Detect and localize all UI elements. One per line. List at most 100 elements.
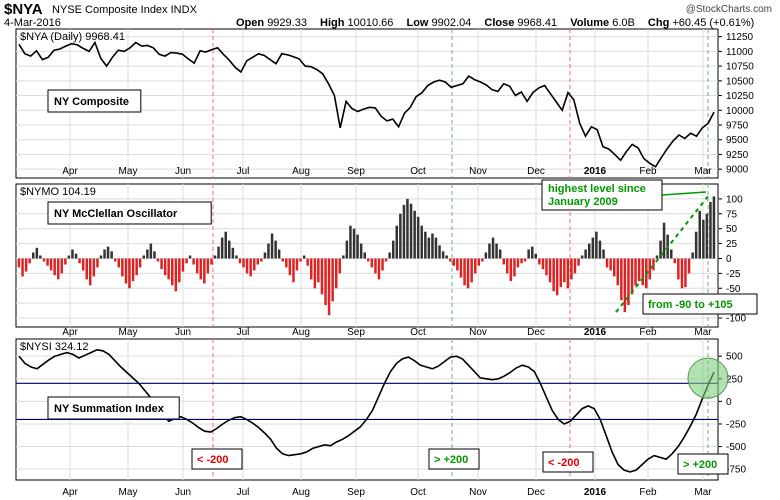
oscillator-bar <box>24 258 28 272</box>
y-tick-label: -25 <box>726 269 741 280</box>
x-tick-label: Oct <box>410 487 426 498</box>
oscillator-bar <box>456 258 459 271</box>
oscillator-bar <box>146 249 149 259</box>
oscillator-bar <box>53 258 56 276</box>
close-value: 9968.41 <box>517 17 558 29</box>
y-tick-label: 10250 <box>726 91 754 102</box>
oscillator-bar <box>28 258 31 264</box>
legend-box-label: NY Summation Index <box>54 403 165 415</box>
oscillator-bar <box>605 258 609 268</box>
oscillator-bar <box>691 252 694 259</box>
oscillator-bar <box>131 258 135 282</box>
oscillator-bar <box>356 234 359 259</box>
annotation-box <box>642 293 758 315</box>
oscillator-bar <box>235 255 238 259</box>
oscillator-bar <box>588 243 591 259</box>
x-tick-label: 2016 <box>584 327 607 338</box>
oscillator-bar <box>463 258 466 286</box>
oscillator-bar <box>267 243 270 259</box>
oscillator-bar <box>57 258 60 280</box>
oscillator-bar <box>342 255 345 259</box>
symbol-name: NYSE Composite Index INDX <box>52 4 197 16</box>
oscillator-bar <box>349 225 352 259</box>
oscillator-bar <box>374 258 377 274</box>
callout-box <box>191 448 243 470</box>
oscillator-bar <box>245 258 249 274</box>
oscillator-bar <box>67 255 71 259</box>
y-tick-label: 9250 <box>726 150 749 161</box>
x-tick-label: Apr <box>62 487 78 498</box>
oscillator-bar <box>96 258 99 268</box>
y-tick-label: 75 <box>726 209 738 220</box>
oscillator-bar <box>559 258 562 288</box>
oscillator-bar <box>32 252 35 259</box>
oscillator-bar <box>452 258 456 266</box>
oscillator-bar <box>488 243 491 259</box>
oscillator-bar <box>110 251 113 259</box>
oscillator-bar <box>106 246 110 259</box>
oscillator-bar <box>74 253 78 259</box>
oscillator-bar <box>680 258 684 289</box>
oscillator-bar <box>99 255 103 259</box>
trend-line <box>615 195 709 313</box>
x-tick-label: Jun <box>175 327 191 338</box>
x-tick-label: 2016 <box>584 487 607 498</box>
oscillator-bar <box>114 258 117 262</box>
oscillator-bar <box>702 219 705 259</box>
oscillator-bar <box>335 258 338 289</box>
oscillator-bar <box>520 258 523 264</box>
oscillator-bar <box>231 247 235 259</box>
oscillator-bar <box>310 258 313 280</box>
oscillator-bar <box>427 237 431 259</box>
exchange-code: INDX <box>170 4 197 16</box>
oscillator-bar <box>616 258 619 286</box>
series-line <box>18 40 715 168</box>
oscillator-bar <box>92 258 96 277</box>
oscillator-bar <box>89 258 92 286</box>
callout-text: > +200 <box>434 454 468 466</box>
oscillator-bar <box>203 258 206 284</box>
close-item: Close 9968.41 <box>484 17 557 29</box>
y-tick-label: -250 <box>726 419 746 430</box>
panel-label: $NYSI 324.12 <box>20 341 89 353</box>
x-tick-label: May <box>119 327 138 338</box>
oscillator-bar <box>424 231 427 259</box>
ohlc-bar: Open 9929.33 High 10010.66 Low 9902.04 C… <box>236 17 764 29</box>
legend-box <box>47 89 142 113</box>
oscillator-bar <box>627 258 630 305</box>
y-tick-label: 10000 <box>726 106 754 117</box>
oscillator-bar <box>224 231 227 259</box>
oscillator-bar <box>156 258 160 262</box>
oscillator-bar <box>563 258 566 283</box>
oscillator-bar <box>694 231 698 259</box>
oscillator-bar <box>363 252 366 259</box>
y-tick-label: 9500 <box>726 135 749 146</box>
y-tick-label: -100 <box>726 314 746 325</box>
y-tick-label: 11000 <box>726 47 754 58</box>
oscillator-bar <box>138 258 142 268</box>
panel-label: $NYA (Daily) 9968.41 <box>20 31 125 43</box>
oscillator-bar <box>103 249 106 259</box>
oscillator-bar <box>445 255 448 259</box>
x-tick-label: 2016 <box>584 166 607 177</box>
oscillator-bar <box>370 258 374 268</box>
oscillator-bar <box>495 243 498 259</box>
oscillator-bar <box>698 210 701 259</box>
oscillator-bar <box>395 225 398 259</box>
oscillator-bar <box>359 243 363 259</box>
oscillator-bar <box>64 258 67 265</box>
low-value: 9902.04 <box>431 17 472 29</box>
oscillator-bar <box>338 258 341 274</box>
x-tick-label: Mar <box>694 327 712 338</box>
oscillator-bar <box>516 258 520 268</box>
oscillator-bar <box>434 237 438 259</box>
oscillator-bar <box>46 258 49 266</box>
oscillator-bar <box>523 258 527 262</box>
oscillator-bar <box>285 258 288 268</box>
oscillator-bar <box>171 258 174 286</box>
oscillator-bar <box>42 258 46 262</box>
oscillator-bar <box>498 249 502 259</box>
x-tick-label: Apr <box>62 166 78 177</box>
x-tick-label: Dec <box>527 487 545 498</box>
oscillator-bar <box>509 258 513 282</box>
